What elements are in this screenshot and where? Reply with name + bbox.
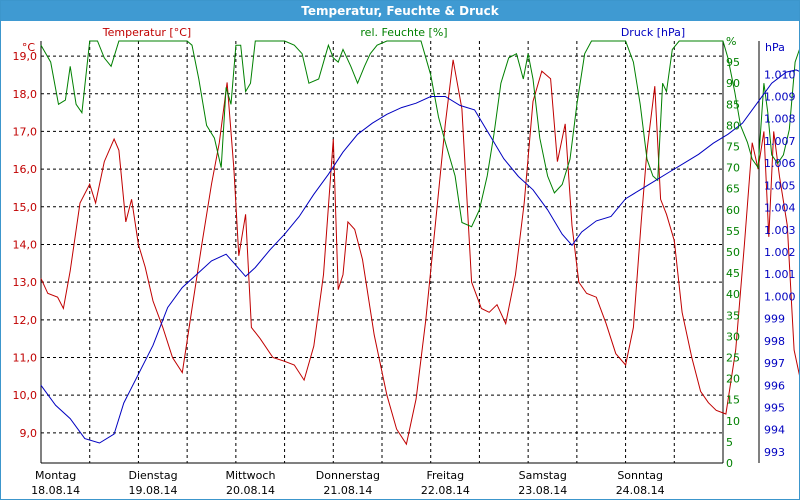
window-title: Temperatur, Feuchte & Druck [1,1,799,21]
humidity-tick-label: 80 [726,119,740,132]
temperature-tick-label: 15,0 [13,201,38,214]
pressure-tick-label: 1.004 [764,202,796,215]
humidity-tick-label: 90 [726,77,740,90]
humidity-tick-label: 30 [726,330,740,343]
humidity-tick-label: 70 [726,162,740,175]
humidity-tick-label: 75 [726,141,740,154]
temperature-tick-label: 9,0 [20,427,38,440]
grid-lines [41,41,723,463]
humidity-tick-label: 45 [726,267,740,280]
pressure-tick-label: 1.005 [764,179,796,192]
pressure-tick-label: 993 [764,446,785,459]
temperature-unit-label: °C [22,41,36,54]
humidity-tick-label: % [726,35,736,48]
humidity-tick-label: 15 [726,394,740,407]
x-tick-labels: Montag 18.08.14 Dienstag 19.08.14 Mittwoch 20… [31,469,665,497]
humidity-tick-label: 40 [726,288,740,301]
temperature-tick-label: 11,0 [13,352,38,365]
pressure-axis-label: Druck [hPa] [621,26,685,39]
x-tick-date-label: 22.08.14 [421,484,470,497]
x-tick-day-label: Dienstag [129,469,178,482]
pressure-tick-labels: 993 994 995 996 997 998 999 1.000 1.001 1.002 1.00… [764,68,796,459]
x-tick-day-label: Donnerstag [316,469,380,482]
pressure-tick-label: 1.002 [764,246,796,259]
humidity-tick-label: 25 [726,352,740,365]
x-tick-date-label: 23.08.14 [518,484,567,497]
humidity-line [40,40,799,228]
x-tick-day-label: Sonntag [617,469,663,482]
pressure-unit-label: hPa [765,41,785,54]
pressure-tick-label: 1.010 [764,68,796,81]
pressure-tick-label: 1.001 [764,268,796,281]
pressure-tick-label: 1.007 [764,135,796,148]
temperature-tick-label: 12,0 [13,314,38,327]
temperature-tick-label: 16,0 [13,163,38,176]
temperature-tick-labels: 9,0 10,0 11,0 12,0 13,0 14,0 15,0 16,0 17,0 18,0 1… [13,50,38,440]
temperature-tick-label: 19,0 [13,50,38,63]
series-layer [40,40,799,446]
pressure-tick-label: 1.000 [764,290,796,303]
pressure-tick-label: 1.008 [764,113,796,126]
pressure-tick-label: 1.009 [764,91,796,104]
temperature-tick-label: 14,0 [13,238,38,251]
x-tick-date-label: 24.08.14 [616,484,665,497]
pressure-tick-label: 997 [764,357,785,370]
humidity-tick-label: 35 [726,309,740,322]
humidity-tick-label: 0 [726,457,733,470]
pressure-tick-label: 998 [764,335,785,348]
x-tick-date-label: 19.08.14 [129,484,178,497]
temperature-tick-label: 10,0 [13,389,38,402]
temperature-tick-label: 17,0 [13,125,38,138]
pressure-line [40,69,799,444]
humidity-tick-label: 5 [726,436,733,449]
pressure-tick-label: 1.006 [764,157,796,170]
x-tick-day-label: Samstag [519,469,567,482]
plot-area-border [40,41,760,464]
temperature-tick-label: 18,0 [13,88,38,101]
x-tick-day-label: Freitag [426,469,464,482]
x-tick-day-label: Mittwoch [226,469,276,482]
humidity-tick-label: 65 [726,183,740,196]
humidity-tick-label: 55 [726,225,740,238]
humidity-tick-label: 60 [726,204,740,217]
humidity-tick-labels: 0 5 10 15 20 25 30 35 40 45 50 55 60 65 70 75 80 85 90 95% [726,35,740,470]
pressure-tick-label: 994 [764,424,785,437]
x-tick-date-label: 20.08.14 [226,484,275,497]
pressure-tick-label: 996 [764,379,785,392]
humidity-tick-label: 10 [726,415,740,428]
humidity-tick-label: 95 [726,56,740,69]
pressure-tick-label: 1.003 [764,224,796,237]
humidity-tick-label: 85 [726,98,740,111]
temperature-tick-label: 13,0 [13,276,38,289]
humidity-axis-label: rel. Feuchte [%] [360,26,447,39]
axis-labels: Temperatur [°C] rel. Feuchte [%] Druck [… [22,26,785,54]
temperature-line [40,59,799,446]
chart-svg: Temperatur [°C] rel. Feuchte [%] Druck [… [13,26,799,497]
temperature-axis-label: Temperatur [°C] [102,26,191,39]
x-tick-date-label: 18.08.14 [31,484,80,497]
pressure-tick-label: 995 [764,401,785,414]
x-tick-date-label: 21.08.14 [323,484,372,497]
humidity-tick-label: 50 [726,246,740,259]
x-tick-day-label: Montag [35,469,76,482]
pressure-tick-label: 999 [764,313,785,326]
humidity-tick-label: 20 [726,373,740,386]
